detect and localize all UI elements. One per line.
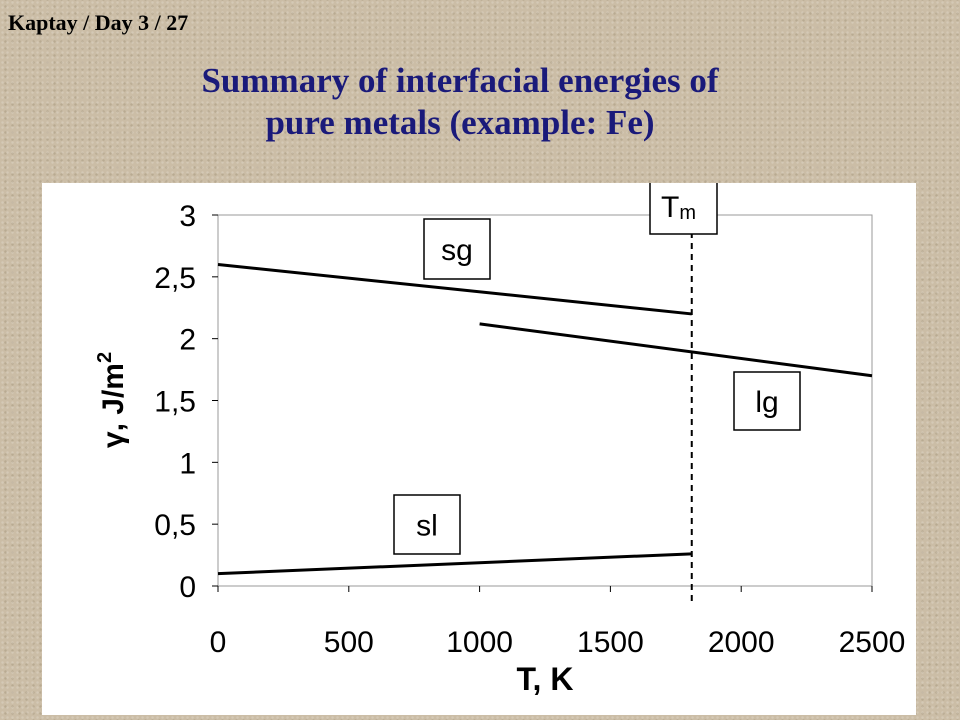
y-tick-label: 2,5 — [154, 262, 196, 295]
y-tick-label: 3 — [179, 200, 196, 233]
x-tick-label: 2500 — [839, 626, 906, 659]
melting-point-label-box — [649, 175, 718, 235]
x-tick-label: 500 — [324, 626, 374, 659]
y-tick-label: 1,5 — [154, 386, 196, 419]
y-tick-label: 1 — [179, 447, 196, 480]
series-layer — [217, 232, 873, 604]
label-layer: sg lg sl Tm — [393, 175, 801, 555]
y-tick-label: 2 — [179, 324, 196, 357]
melting-point-label: Tm — [661, 191, 696, 224]
slide-title-line-1: Summary of interfacial energies of — [201, 61, 719, 100]
y-axis-label-main: γ, J/m — [97, 363, 130, 448]
slide-title-line-2: pure metals (example: Fe) — [265, 103, 655, 142]
series-line-sl — [217, 552, 692, 576]
axes-layer: 0 0,5 1 1,5 2 2,5 3 0 500 1000 1500 2000 2500 T, K γ, … — [94, 200, 905, 697]
y-tick-label: 0 — [179, 571, 196, 604]
series-line-lg — [479, 322, 873, 378]
chart-panel: 0 0,5 1 1,5 2 2,5 3 0 500 1000 1500 2000 2500 T, K γ, … — [42, 175, 916, 715]
series-label-box-sl — [393, 494, 461, 555]
series-label-sl: sl — [416, 510, 438, 543]
x-axis-label: T, K — [517, 661, 574, 697]
series-label-sg: sg — [441, 234, 473, 267]
melting-point-label-subscript: m — [679, 202, 696, 224]
slide-header: Kaptay / Day 3 / 27 — [8, 10, 189, 35]
slide-title: Summary of interfacial energies of pure … — [0, 60, 920, 144]
series-label-box-lg — [733, 371, 801, 431]
x-tick-label: 0 — [210, 626, 227, 659]
y-tick-label: 0,5 — [154, 509, 196, 542]
x-tick-label: 1000 — [446, 626, 513, 659]
series-line-sg — [217, 262, 692, 316]
melting-point-label-main: T — [661, 191, 679, 224]
y-axis-label: γ, J/m2 — [94, 352, 130, 448]
x-tick-label: 2000 — [708, 626, 775, 659]
chart-svg: 0 0,5 1 1,5 2 2,5 3 0 500 1000 1500 2000 2500 T, K γ, … — [94, 175, 905, 697]
series-label-box-sg — [423, 218, 491, 280]
y-axis-label-superscript: 2 — [94, 352, 116, 363]
series-label-lg: lg — [755, 386, 778, 419]
x-tick-label: 1500 — [577, 626, 644, 659]
